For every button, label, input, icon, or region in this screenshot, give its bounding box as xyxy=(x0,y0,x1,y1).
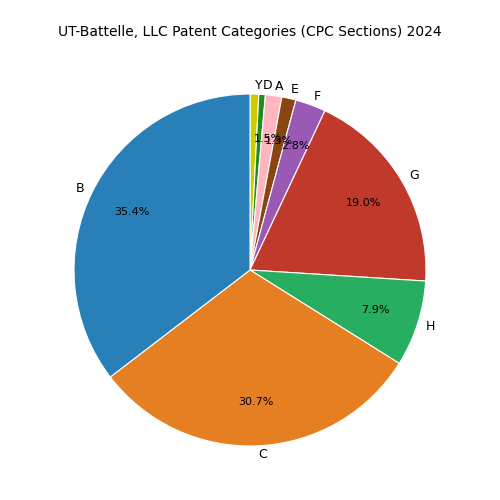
Text: A: A xyxy=(275,80,283,94)
Text: 2.8%: 2.8% xyxy=(281,141,310,151)
Text: B: B xyxy=(76,182,84,194)
Title: UT-Battelle, LLC Patent Categories (CPC Sections) 2024: UT-Battelle, LLC Patent Categories (CPC … xyxy=(58,25,442,39)
Text: H: H xyxy=(426,320,436,333)
Wedge shape xyxy=(74,94,250,377)
Text: F: F xyxy=(314,90,321,103)
Text: Y: Y xyxy=(254,79,262,92)
Text: 1.3%: 1.3% xyxy=(265,136,294,146)
Text: G: G xyxy=(409,170,419,182)
Text: C: C xyxy=(258,448,268,461)
Text: 19.0%: 19.0% xyxy=(346,198,382,208)
Wedge shape xyxy=(250,111,426,281)
Wedge shape xyxy=(250,94,282,270)
Text: D: D xyxy=(263,79,272,92)
Wedge shape xyxy=(250,94,266,270)
Wedge shape xyxy=(250,100,325,270)
Text: 7.9%: 7.9% xyxy=(362,306,390,316)
Wedge shape xyxy=(250,270,426,364)
Text: E: E xyxy=(291,84,299,96)
Text: 1.5%: 1.5% xyxy=(254,134,282,144)
Wedge shape xyxy=(250,94,259,270)
Wedge shape xyxy=(250,97,296,270)
Text: 35.4%: 35.4% xyxy=(114,206,150,216)
Text: 30.7%: 30.7% xyxy=(238,397,274,407)
Wedge shape xyxy=(110,270,399,446)
